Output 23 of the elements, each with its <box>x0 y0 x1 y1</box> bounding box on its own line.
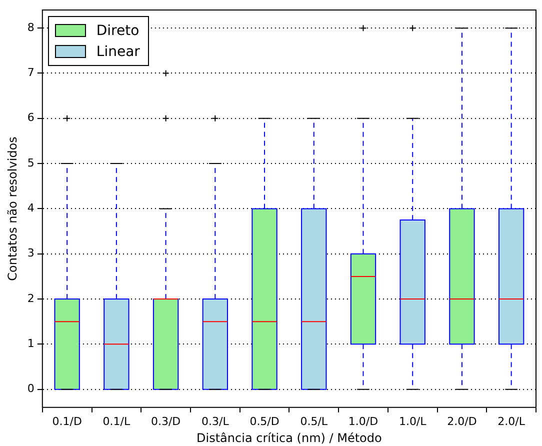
y-tick-label: 4 <box>27 202 34 215</box>
y-tick-label: 6 <box>27 111 34 124</box>
x-tick-label: 0.3/L <box>201 414 230 428</box>
y-tick-label: 8 <box>27 20 34 34</box>
y-tick-label: 3 <box>27 246 34 260</box>
y-tick-label: 5 <box>27 156 34 170</box>
x-tick-label: 0.5/D <box>250 414 280 428</box>
x-tick-label: 2.0/D <box>447 414 477 428</box>
x-tick-label: 0.3/D <box>150 414 181 428</box>
x-axis-title: Distância crítica (nm) / Método <box>196 430 382 445</box>
x-tick-label: 0.1/L <box>102 414 131 428</box>
y-tick-label: 1 <box>27 337 34 350</box>
x-tick-label: 1.0/L <box>398 414 428 428</box>
x-tick-label: 0.5/L <box>300 414 328 428</box>
x-tick-label: 1.0/D <box>348 414 378 428</box>
legend-label: Direto <box>96 22 140 38</box>
legend-label: Linear <box>96 44 140 60</box>
y-tick-label: 0 <box>27 382 34 396</box>
y-tick-label: 7 <box>27 66 34 80</box>
x-tick-label: 2.0/L <box>498 414 526 428</box>
y-tick-label: 2 <box>27 292 34 305</box>
x-tick-label: 0.1/D <box>52 414 82 428</box>
y-axis-title: Contatos não resolvidos <box>5 136 20 281</box>
